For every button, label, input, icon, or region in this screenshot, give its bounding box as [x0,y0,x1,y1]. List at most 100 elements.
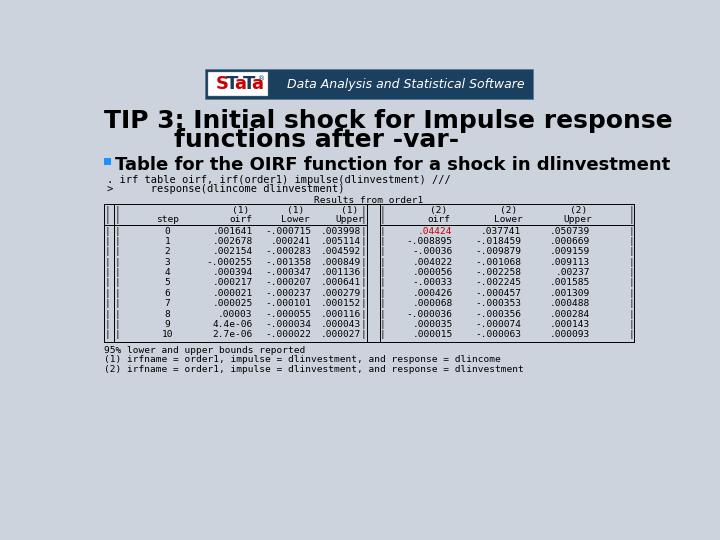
Text: .00237: .00237 [555,268,590,277]
Text: oirf: oirf [427,215,450,224]
Bar [208,72,269,96]
Text: |: | [114,258,120,267]
Text: |: | [104,237,110,246]
Text: |: | [104,289,110,298]
Text: -.009879: -.009879 [475,247,521,256]
Text: -.002245: -.002245 [475,279,521,287]
Text: |: | [104,258,110,267]
Text: Lower: Lower [281,215,310,224]
Text: .000426: .000426 [413,289,453,298]
Text: |: | [380,289,386,298]
Text: .050739: .050739 [549,226,590,235]
Text: |: | [360,258,366,267]
Text: -.000034: -.000034 [265,320,311,329]
Text: -.000457: -.000457 [475,289,521,298]
Text: |: | [360,206,366,215]
Text: 1: 1 [165,237,171,246]
Text: (1): (1) [341,206,359,215]
Text: |: | [380,247,386,256]
Text: -.000283: -.000283 [265,247,311,256]
Text: Lower: Lower [494,215,523,224]
Text: -.000022: -.000022 [265,330,311,340]
Text: -.000356: -.000356 [475,309,521,319]
Text: |: | [114,268,120,277]
Text: a: a [234,75,246,93]
Text: .000241: .000241 [271,237,311,246]
Text: .000021: .000021 [212,289,253,298]
Text: |: | [629,215,634,224]
Text: 2.7e-06: 2.7e-06 [212,330,253,340]
Text: .001641: .001641 [212,226,253,235]
Text: |: | [114,215,120,224]
Text: |: | [629,237,634,246]
Text: |: | [114,226,120,235]
Text: |: | [360,299,366,308]
Text: .000284: .000284 [549,309,590,319]
Text: |: | [360,320,366,329]
Text: .000035: .000035 [413,320,453,329]
Text: |: | [629,330,634,340]
Text: 95% lower and upper bounds reported: 95% lower and upper bounds reported [104,346,305,355]
Text: |: | [360,226,366,235]
Text: -.002258: -.002258 [475,268,521,277]
Text: |: | [380,309,386,319]
Text: 5: 5 [165,279,171,287]
Text: 9: 9 [165,320,171,329]
Text: |: | [629,299,634,308]
Text: |: | [114,279,120,287]
Text: |: | [629,309,634,319]
Text: -.001068: -.001068 [475,258,521,267]
Text: -.001358: -.001358 [265,258,311,267]
Text: |: | [114,237,120,246]
Text: |: | [114,299,120,308]
Text: .000849: .000849 [321,258,361,267]
Text: 2: 2 [165,247,171,256]
Text: |: | [114,309,120,319]
Text: Table for the OIRF function for a shock in dlinvestment: Table for the OIRF function for a shock … [114,157,670,174]
Text: Upper: Upper [564,215,593,224]
Text: -.000074: -.000074 [475,320,521,329]
Text: |: | [380,237,386,246]
Text: -.000255: -.000255 [207,258,253,267]
Text: |: | [360,330,366,340]
Text: .005114: .005114 [321,237,361,246]
Text: .037741: .037741 [481,226,521,235]
Text: |: | [629,226,634,235]
Text: |: | [360,237,366,246]
Text: -.000237: -.000237 [265,289,311,298]
Text: T: T [243,75,255,93]
Text: .002154: .002154 [212,247,253,256]
Text: .009113: .009113 [549,258,590,267]
Text: |: | [360,268,366,277]
Text: |: | [629,289,634,298]
Text: .001309: .001309 [549,289,590,298]
Text: 10: 10 [162,330,174,340]
Text: .000152: .000152 [321,299,361,308]
Text: .002678: .002678 [212,237,253,246]
Text: .000093: .000093 [549,330,590,340]
Text: .000116: .000116 [321,309,361,319]
Text: |: | [380,279,386,287]
Text: .004022: .004022 [413,258,453,267]
Text: |: | [360,215,366,224]
Text: .000669: .000669 [549,237,590,246]
Text: Data Analysis and Statistical Software: Data Analysis and Statistical Software [287,78,524,91]
Text: 4.4e-06: 4.4e-06 [212,320,253,329]
Bar [104,158,111,165]
Text: -.000036: -.000036 [407,309,453,319]
Text: |: | [114,320,120,329]
Text: |: | [360,279,366,287]
Text: .000056: .000056 [413,268,453,277]
Text: |: | [104,247,110,256]
Text: .000027: .000027 [321,330,361,340]
Text: -.000353: -.000353 [475,299,521,308]
Text: functions after -var-: functions after -var- [104,128,459,152]
Text: -.008895: -.008895 [407,237,453,246]
Text: .000143: .000143 [549,320,590,329]
Text: .000043: .000043 [321,320,361,329]
Text: (1) irfname = order1, impulse = dlinvestment, and response = dlincome: (1) irfname = order1, impulse = dlinvest… [104,355,500,364]
Text: .009159: .009159 [549,247,590,256]
Text: |: | [104,206,110,215]
Text: |: | [629,206,634,215]
Text: |: | [380,330,386,340]
